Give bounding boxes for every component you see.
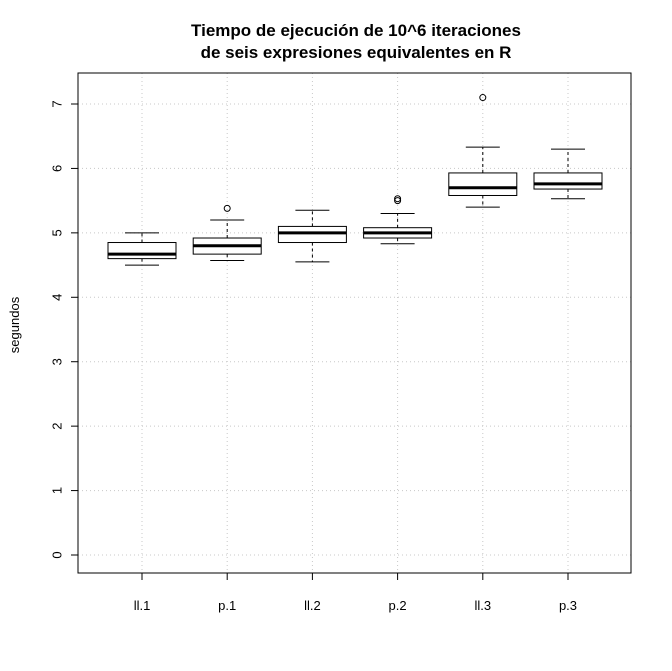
chart-title-line-2: de seis expresiones equivalentes en R [201, 43, 512, 62]
box-iqr [533, 172, 603, 190]
y-tick-label-4: 4 [49, 294, 64, 301]
y-axis-label: segundos [7, 296, 22, 353]
outlier-point-0 [223, 204, 231, 212]
plot-frame [77, 72, 632, 574]
y-tick-label-5: 5 [49, 229, 64, 236]
box-3 [363, 195, 433, 245]
box-5 [533, 148, 603, 200]
y-tick-label-2: 2 [49, 423, 64, 430]
box-iqr [448, 172, 518, 196]
box-iqr [277, 225, 347, 244]
x-tick-label-2: ll.2 [304, 598, 321, 613]
y-tick-label-0: 0 [49, 551, 64, 558]
x-tick-label-0: ll.1 [134, 598, 151, 613]
box-4 [448, 94, 518, 208]
y-tick-label-1: 1 [49, 487, 64, 494]
y-axis: 0 1 2 3 4 5 6 7 [49, 100, 79, 559]
x-tick-label-5: p.3 [559, 598, 577, 613]
outlier-point-1 [394, 195, 402, 203]
chart-title-line-1: Tiempo de ejecución de 10^6 iteraciones [191, 21, 521, 40]
x-tick-label-1: p.1 [218, 598, 236, 613]
box-0 [107, 232, 177, 266]
grid-lines [78, 73, 631, 573]
x-tick-label-3: p.2 [389, 598, 407, 613]
box-2 [277, 209, 347, 263]
x-tick-label-4: ll.3 [474, 598, 491, 613]
y-tick-label-6: 6 [49, 165, 64, 172]
y-tick-label-7: 7 [49, 100, 64, 107]
outlier-point-0 [479, 94, 487, 102]
box-iqr [107, 242, 177, 260]
outlier-point-0 [394, 197, 402, 205]
box-series [107, 94, 603, 266]
y-tick-label-3: 3 [49, 358, 64, 365]
box-1 [192, 204, 262, 262]
x-axis: ll.1 p.1 ll.2 p.2 ll.3 p.3 [134, 572, 577, 613]
